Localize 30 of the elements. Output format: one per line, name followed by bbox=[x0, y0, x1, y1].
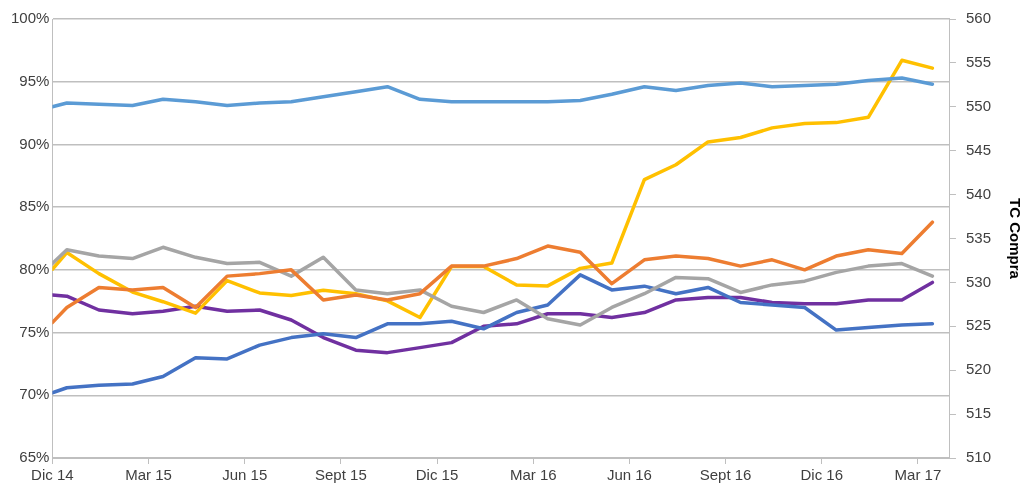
y-tick-label: 85% bbox=[19, 197, 50, 215]
x-tick-label: Sept 16 bbox=[699, 466, 752, 484]
x-tick-label: Jun 16 bbox=[606, 466, 652, 484]
x-tick-label: Mar 15 bbox=[125, 466, 172, 484]
y2-tick-label: 510 bbox=[965, 448, 991, 466]
y2-tick-label: 525 bbox=[965, 316, 991, 334]
y-tick-label: 100% bbox=[10, 9, 50, 27]
y-tick-label: 70% bbox=[19, 385, 50, 403]
y-tick-label: 95% bbox=[19, 71, 50, 89]
x-tick-label: Dic 15 bbox=[415, 466, 459, 484]
y2-tick-label: 530 bbox=[965, 272, 991, 290]
x-tick-label: Sept 15 bbox=[315, 466, 367, 484]
y2-tick-label: 545 bbox=[965, 140, 991, 158]
y-tick-label: 80% bbox=[19, 260, 50, 277]
y2-tick-label: 560 bbox=[965, 9, 991, 27]
y-tick-label: 90% bbox=[19, 134, 50, 152]
y2-tick-label: 540 bbox=[965, 184, 991, 202]
y-tick-label: 65% bbox=[19, 448, 50, 466]
x-tick-label: Dic 16 bbox=[800, 466, 844, 484]
y2-axis-title: TC Compra bbox=[1006, 198, 1024, 280]
x-tick-label: Mar 16 bbox=[509, 466, 557, 484]
x-tick-label: Dic 14 bbox=[31, 466, 74, 484]
y2-tick-label: 535 bbox=[965, 228, 991, 246]
y2-tick-label: 555 bbox=[965, 53, 991, 71]
y2-tick-label: 515 bbox=[965, 404, 991, 422]
x-tick-label: Jun 15 bbox=[222, 466, 268, 484]
y2-tick-label: 520 bbox=[965, 360, 991, 378]
x-tick-label: Mar 17 bbox=[894, 466, 942, 484]
y-tick-label: 75% bbox=[19, 322, 50, 340]
y2-tick-label: 550 bbox=[965, 96, 991, 114]
